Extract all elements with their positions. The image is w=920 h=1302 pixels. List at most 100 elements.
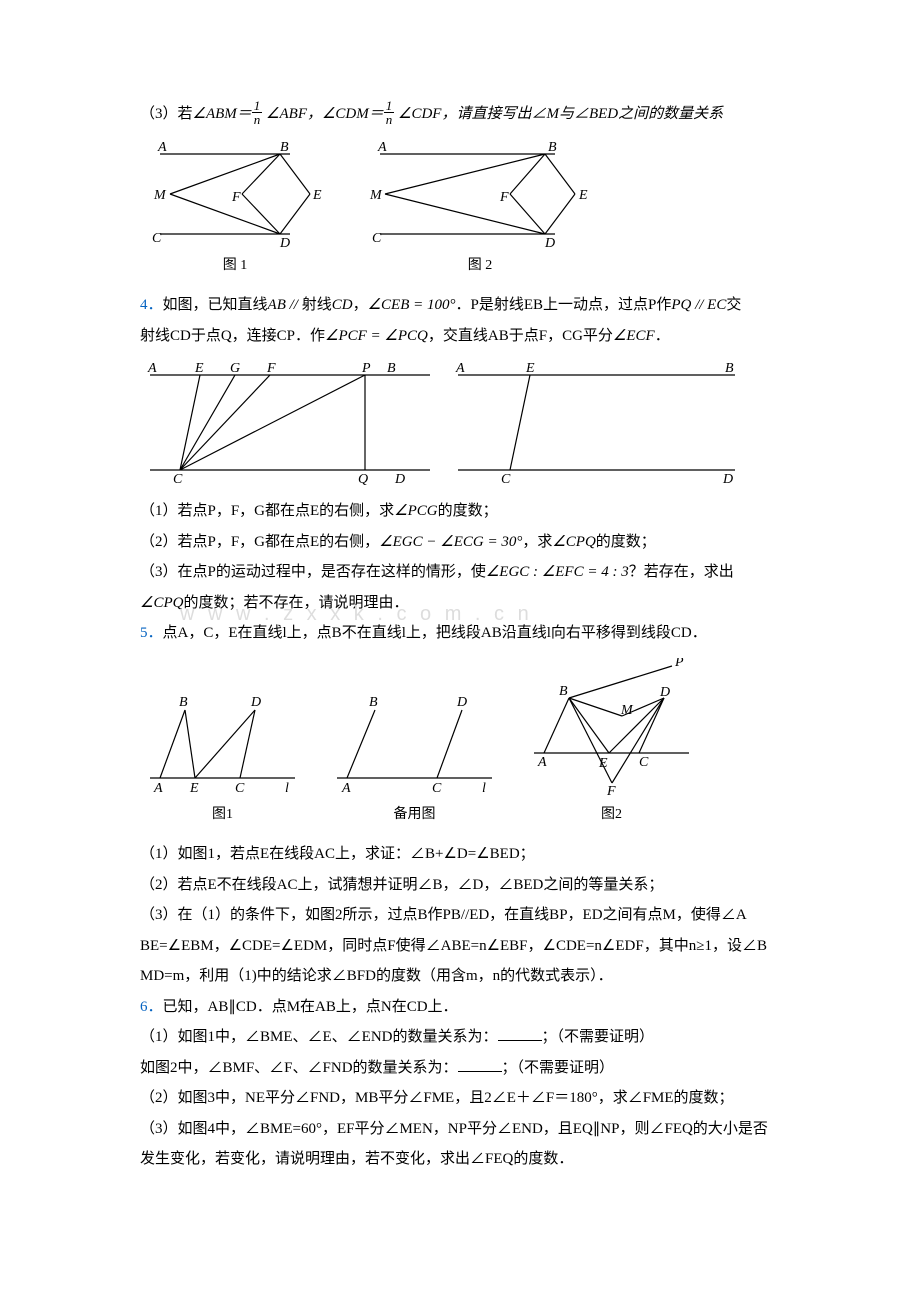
frac-1-n-b: 1n xyxy=(384,99,395,126)
q5-p1: （1）如图1，若点E在线段AC上，求证：∠B+∠D=∠BED； xyxy=(140,840,780,869)
q5f1-C: C xyxy=(235,781,245,796)
q4-figures: A E G F P B C Q D A E B C D xyxy=(140,360,780,485)
q5f3-E: E xyxy=(598,756,608,771)
q6-p1a: （1）如图1中，∠BME、∠E、∠END的数量关系为： xyxy=(140,1029,498,1045)
q3-part3-text: （3）若∠ABM＝1n ∠ABF，∠CDM＝1n ∠CDF，请直接写出∠M与∠B… xyxy=(140,100,780,129)
blank-2 xyxy=(458,1057,502,1072)
q4-fig-right: A E B C D xyxy=(450,360,750,485)
q5f1-A: A xyxy=(153,781,163,796)
lbl2-M: M xyxy=(369,188,383,203)
q3-fig1-svg: A B M F E C D xyxy=(140,139,330,249)
q5-l1: 点A，C，E在直线l上，点B不在直线l上，把线段AB沿直线l向右平移得到线段CD… xyxy=(163,625,707,641)
q3-fig2-cell: A B M F E C D 图 2 xyxy=(360,139,600,280)
lbl2-C: C xyxy=(372,231,382,246)
lbl-E: E xyxy=(312,188,322,203)
q5f3-B: B xyxy=(559,684,568,699)
q5f1-B: B xyxy=(179,695,188,710)
q4-p2c: ，求 xyxy=(522,534,552,550)
q4-l1e: ， xyxy=(353,297,368,313)
q4-p2b: ∠EGC − ∠ECG = 30° xyxy=(379,534,522,550)
q4-l1i: 交 xyxy=(726,297,741,313)
q3-cdf: ∠CDF，请直接写出∠M与∠BED之间的数量关系 xyxy=(398,106,723,122)
q4-p2e: 的度数； xyxy=(596,534,656,550)
q5-line1: 5．点A，C，E在直线l上，点B不在直线l上，把线段AB沿直线l向右平移得到线段… xyxy=(140,619,780,648)
q5-p4: BE=∠EBM，∠CDE=∠EDM，同时点F使得∠ABE=n∠EBF，∠CDE=… xyxy=(140,932,780,961)
q4-l1d: CD xyxy=(332,297,353,313)
q3-cap1: 图 1 xyxy=(140,253,330,280)
q5-fig2-cell: A B C D l 备用图 xyxy=(327,688,502,829)
q3-cap2: 图 2 xyxy=(360,253,600,280)
q4-l2c: ，交直线AB于点F，CG平分 xyxy=(428,328,613,344)
q4l-Q: Q xyxy=(358,472,368,485)
q4l-A: A xyxy=(147,361,157,376)
q5-fig1-cell: A B E C D l 图1 xyxy=(140,688,305,829)
q6-p2b: ；（不需要证明） xyxy=(502,1060,615,1076)
q5f2-C: C xyxy=(432,781,442,796)
q3-figures: A B M F E C D 图 1 A xyxy=(140,139,780,280)
q5f2-D: D xyxy=(456,695,467,710)
q6-line1: 6．已知，AB∥CD．点M在AB上，点N在CD上． xyxy=(140,993,780,1022)
q3-fig1-cell: A B M F E C D 图 1 xyxy=(140,139,330,280)
q5-figures: A B E C D l 图1 A B C D l 备用图 xyxy=(140,658,780,829)
q4-l1h: PQ // EC xyxy=(671,297,726,313)
q4-p4b: 的度数；若不存在，请说明理由． xyxy=(183,595,408,611)
q6-p4: （3）如图4中，∠BME=60°，EF平分∠MEN，NP平分∠END，且EQ∥N… xyxy=(140,1115,780,1144)
q3-cdm: ∠CDM＝ xyxy=(322,106,384,122)
q5f3-P: P xyxy=(674,658,684,670)
q4l-P: P xyxy=(361,361,371,376)
q6-p2a: 如图2中，∠BMF、∠F、∠FND的数量关系为： xyxy=(140,1060,458,1076)
q5-p2: （2）若点E不在线段AC上，试猜想并证明∠B，∠D，∠BED之间的等量关系； xyxy=(140,871,780,900)
lbl-M: M xyxy=(153,188,167,203)
q5f3-D: D xyxy=(659,685,670,700)
q4-fig-left: A E G F P B C Q D xyxy=(140,360,440,485)
q4-l1c: 射线 xyxy=(302,297,332,313)
frac-num2: 1 xyxy=(384,99,395,112)
q4-line1: 4．如图，已知直线AB // 射线CD，∠CEB = 100°．P是射线EB上一… xyxy=(140,291,780,320)
q6-l1: 已知，AB∥CD．点M在AB上，点N在CD上． xyxy=(163,999,458,1015)
q4-p2a: （2）若点P，F，G都在点E的右侧， xyxy=(140,534,379,550)
q3-abm: ∠ABM＝ xyxy=(193,106,252,122)
frac-1-n-a: 1n xyxy=(252,99,263,126)
q4-l2e: ． xyxy=(655,328,670,344)
q6-p2: 如图2中，∠BMF、∠F、∠FND的数量关系为： ；（不需要证明） xyxy=(140,1054,780,1083)
lbl2-E: E xyxy=(578,188,588,203)
q6-p1: （1）如图1中，∠BME、∠E、∠END的数量关系为： ；（不需要证明） xyxy=(140,1023,780,1052)
q4r-A: A xyxy=(455,361,465,376)
q4-l1a: 如图，已知直线 xyxy=(163,297,268,313)
q4l-C: C xyxy=(173,472,183,485)
q4-line2: 射线CD于点Q，连接CP．作∠PCF = ∠PCQ，交直线AB于点F，CG平分∠… xyxy=(140,322,780,351)
q4-p4: ∠CPQ的度数；若不存在，请说明理由． w w w . z x x k . c … xyxy=(140,589,780,618)
q3-prefix: （3）若 xyxy=(140,106,193,122)
q5-fig3-cell: A B D P M E C F 图2 xyxy=(524,658,699,829)
blank-1 xyxy=(498,1026,542,1041)
q5f1-E: E xyxy=(189,781,199,796)
q4-p1c: 的度数； xyxy=(438,503,498,519)
q4r-C: C xyxy=(501,472,511,485)
q4-l1b: AB // xyxy=(268,297,302,313)
q4-p1b: ∠PCG xyxy=(394,503,437,519)
frac-num: 1 xyxy=(252,99,263,112)
q6-p1b: ；（不需要证明） xyxy=(542,1029,655,1045)
lbl-B: B xyxy=(280,140,289,155)
q4-num: 4． xyxy=(140,297,163,313)
q5f1-D: D xyxy=(250,695,261,710)
q5f3-F: F xyxy=(606,784,616,798)
q4l-D: D xyxy=(394,472,405,485)
q5-fig3-svg: A B D P M E C F xyxy=(524,658,699,798)
q4-l2b: ∠PCF = ∠PCQ xyxy=(325,328,428,344)
frac-den2: n xyxy=(384,112,395,126)
lbl2-D: D xyxy=(544,236,555,249)
q4-p1a: （1）若点P，F，G都在点E的右侧，求 xyxy=(140,503,394,519)
lbl2-A: A xyxy=(377,140,387,155)
q5-cap1: 图1 xyxy=(140,802,305,829)
q4r-E: E xyxy=(525,361,535,376)
q6-num: 6． xyxy=(140,999,163,1015)
q4-p3a: （3）在点P的运动过程中，是否存在这样的情形，使 xyxy=(140,564,486,580)
q5f2-l: l xyxy=(482,781,486,796)
q4-p3: （3）在点P的运动过程中，是否存在这样的情形，使∠EGC : ∠EFC = 4 … xyxy=(140,558,780,587)
q4-p3c: ？若存在，求出 xyxy=(629,564,734,580)
q4l-B: B xyxy=(387,361,396,376)
lbl-C: C xyxy=(152,231,162,246)
q4l-G: G xyxy=(230,361,240,376)
q4l-F: F xyxy=(266,361,276,376)
